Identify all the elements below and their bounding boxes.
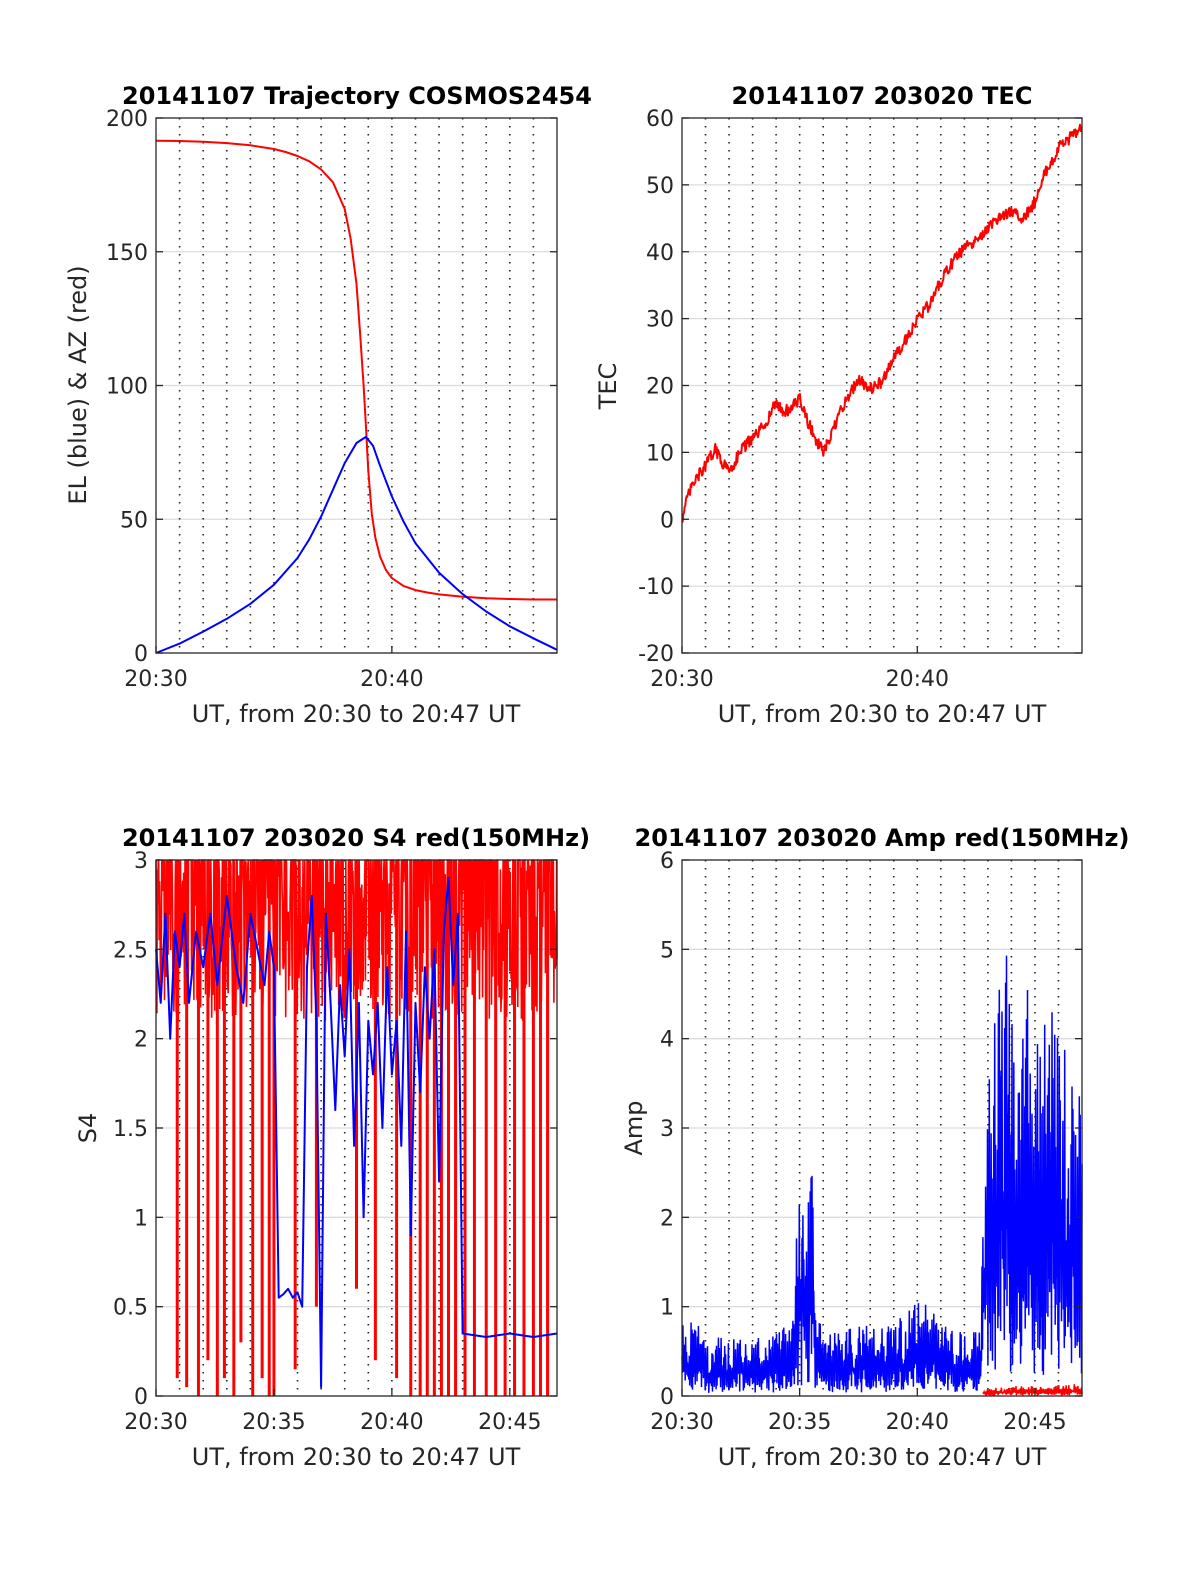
panel-trajectory: 20141107 Trajectory COSMOS2454 EL (blue)… bbox=[64, 82, 592, 728]
amp-title: 20141107 203020 Amp red(150MHz) bbox=[635, 824, 1130, 852]
s4-ytick-label: 2.5 bbox=[113, 938, 148, 963]
tec-ytick-label: 40 bbox=[646, 241, 674, 266]
tec-series-red-line bbox=[681, 123, 1083, 524]
trajectory-ticks: 0 50 100 150 200 20:30 20:40 bbox=[106, 107, 557, 692]
trajectory-title: 20141107 Trajectory COSMOS2454 bbox=[122, 82, 592, 110]
amp-ytick-label: 1 bbox=[660, 1296, 674, 1321]
s4-xtick-label: 20:35 bbox=[242, 1410, 305, 1435]
amp-ticks: 0 1 2 3 4 5 6 20:30 20:35 20:40 20:45 bbox=[650, 849, 1082, 1435]
tec-grid bbox=[682, 118, 1082, 653]
tec-xtick-label: 20:40 bbox=[886, 667, 949, 692]
panel-tec: 20141107 203020 TEC TEC UT, from 20:30 t… bbox=[594, 82, 1083, 728]
s4-ytick-label: 0.5 bbox=[113, 1296, 148, 1321]
trajectory-xtick-label: 20:40 bbox=[360, 667, 423, 692]
tec-title: 20141107 203020 TEC bbox=[732, 82, 1033, 110]
s4-ytick-label: 1.5 bbox=[113, 1117, 148, 1142]
tec-xlabel: UT, from 20:30 to 20:47 UT bbox=[718, 700, 1047, 728]
tec-ytick-label: -10 bbox=[638, 575, 674, 600]
s4-series-blue-line bbox=[155, 876, 558, 1389]
s4-xtick-label: 20:30 bbox=[124, 1410, 187, 1435]
tec-xtick-label: 20:30 bbox=[650, 667, 713, 692]
amp-xtick-label: 20:40 bbox=[886, 1410, 949, 1435]
amp-xtick-label: 20:30 bbox=[650, 1410, 713, 1435]
s4-ticks: 0 0.5 1 1.5 2 2.5 3 20:30 20:35 20:40 20:45 bbox=[113, 849, 557, 1435]
panel-amp: 20141107 203020 Amp red(150MHz) Amp UT, … bbox=[620, 824, 1129, 1471]
trajectory-ytick-label: 0 bbox=[134, 642, 148, 667]
trajectory-series-red-line bbox=[155, 139, 557, 601]
trajectory-grid bbox=[156, 118, 557, 653]
panel-s4: 20141107 203020 S4 red(150MHz) S4 UT, fr… bbox=[74, 824, 590, 1471]
trajectory-ytick-label: 200 bbox=[106, 107, 148, 132]
s4-ylabel: S4 bbox=[74, 1113, 102, 1144]
trajectory-plot-area bbox=[155, 139, 558, 654]
amp-ytick-label: 3 bbox=[660, 1117, 674, 1142]
tec-ytick-label: 50 bbox=[646, 174, 674, 199]
amp-xlabel: UT, from 20:30 to 20:47 UT bbox=[718, 1443, 1047, 1471]
tec-plot-area bbox=[681, 123, 1083, 524]
trajectory-ytick-label: 100 bbox=[106, 375, 148, 400]
amp-ytick-label: 2 bbox=[660, 1206, 674, 1231]
s4-ytick-label: 3 bbox=[134, 849, 148, 874]
s4-ytick-label: 2 bbox=[134, 1028, 148, 1053]
trajectory-xtick-label: 20:30 bbox=[124, 667, 187, 692]
trajectory-series-blue-line bbox=[155, 435, 558, 654]
s4-plot-area bbox=[155, 859, 558, 1396]
tec-ticks: -20 -10 0 10 20 30 40 50 60 20:30 20:40 bbox=[638, 107, 1082, 692]
amp-series-blue-line bbox=[681, 955, 1083, 1393]
trajectory-ytick-label: 50 bbox=[120, 508, 148, 533]
s4-ytick-label: 1 bbox=[134, 1206, 148, 1231]
tec-ytick-label: 20 bbox=[646, 375, 674, 400]
trajectory-xlabel: UT, from 20:30 to 20:47 UT bbox=[192, 700, 521, 728]
amp-ylabel: Amp bbox=[620, 1100, 648, 1155]
s4-title: 20141107 203020 S4 red(150MHz) bbox=[122, 824, 590, 852]
tec-ytick-label: 0 bbox=[660, 508, 674, 533]
tec-ytick-label: 30 bbox=[646, 308, 674, 333]
amp-ytick-label: 0 bbox=[660, 1385, 674, 1410]
amp-ytick-label: 6 bbox=[660, 849, 674, 874]
tec-ytick-label: -20 bbox=[638, 642, 674, 667]
s4-xlabel: UT, from 20:30 to 20:47 UT bbox=[192, 1443, 521, 1471]
trajectory-ylabel: EL (blue) & AZ (red) bbox=[64, 265, 92, 504]
tec-ytick-label: 10 bbox=[646, 441, 674, 466]
tec-ytick-label: 60 bbox=[646, 107, 674, 132]
trajectory-ytick-label: 150 bbox=[106, 241, 148, 266]
s4-xtick-label: 20:40 bbox=[360, 1410, 423, 1435]
amp-xtick-label: 20:35 bbox=[768, 1410, 831, 1435]
amp-ytick-label: 4 bbox=[660, 1028, 674, 1053]
amp-grid bbox=[682, 860, 1082, 1396]
s4-ytick-label: 0 bbox=[134, 1385, 148, 1410]
amp-xtick-label: 20:45 bbox=[1003, 1410, 1066, 1435]
tec-ylabel: TEC bbox=[594, 363, 622, 411]
amp-series-red-line bbox=[982, 1384, 1083, 1397]
s4-xtick-label: 20:45 bbox=[478, 1410, 541, 1435]
amp-ytick-label: 5 bbox=[660, 938, 674, 963]
amp-plot-area bbox=[681, 955, 1083, 1397]
